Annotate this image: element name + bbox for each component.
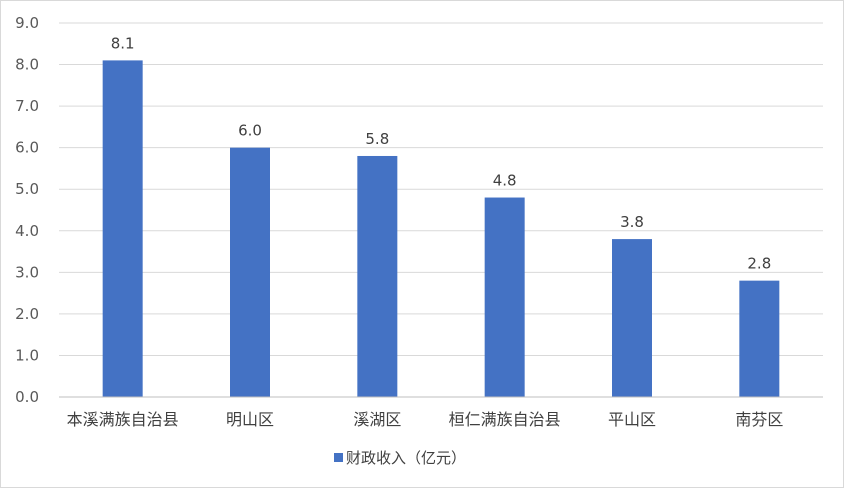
y-tick-label: 7.0 xyxy=(15,97,39,115)
bar xyxy=(612,239,652,397)
y-tick-label: 1.0 xyxy=(15,346,39,364)
data-label: 6.0 xyxy=(238,122,262,140)
bars xyxy=(102,60,780,398)
y-tick-label: 9.0 xyxy=(15,14,39,32)
data-label: 2.8 xyxy=(747,255,771,273)
y-tick-label: 3.0 xyxy=(15,263,39,281)
x-axis: 本溪满族自治县 明山区 溪湖区 桓仁满族自治县 平山区 南芬区 xyxy=(59,396,823,429)
bar xyxy=(739,280,780,397)
category-label: 桓仁满族自治县 xyxy=(449,410,561,429)
legend-swatch xyxy=(334,453,343,462)
y-tick-label: 2.0 xyxy=(15,305,39,323)
y-tick-label: 5.0 xyxy=(15,180,39,198)
data-label: 8.1 xyxy=(111,34,135,52)
bar xyxy=(484,197,525,397)
bar xyxy=(230,147,270,397)
y-tick-label: 6.0 xyxy=(15,139,39,157)
y-axis: 0.0 1.0 2.0 3.0 4.0 5.0 6.0 7.0 8.0 9.0 xyxy=(15,14,39,406)
bar xyxy=(102,60,143,398)
category-label: 本溪满族自治县 xyxy=(67,410,179,429)
gridlines xyxy=(59,22,823,356)
y-tick-label: 8.0 xyxy=(15,56,39,74)
legend: 财政收入（亿元） xyxy=(334,449,466,467)
y-tick-label: 0.0 xyxy=(15,388,39,406)
data-label: 3.8 xyxy=(620,213,644,231)
category-label: 南芬区 xyxy=(735,410,783,429)
category-label: 溪湖区 xyxy=(353,410,401,429)
y-tick-label: 4.0 xyxy=(15,222,39,240)
data-label: 5.8 xyxy=(365,130,389,148)
legend-label: 财政收入（亿元） xyxy=(346,449,466,467)
data-labels: 8.1 6.0 5.8 4.8 3.8 2.8 xyxy=(111,34,772,272)
data-label: 4.8 xyxy=(493,172,517,190)
category-label: 平山区 xyxy=(608,410,656,429)
bar xyxy=(357,155,398,397)
category-label: 明山区 xyxy=(226,410,274,429)
